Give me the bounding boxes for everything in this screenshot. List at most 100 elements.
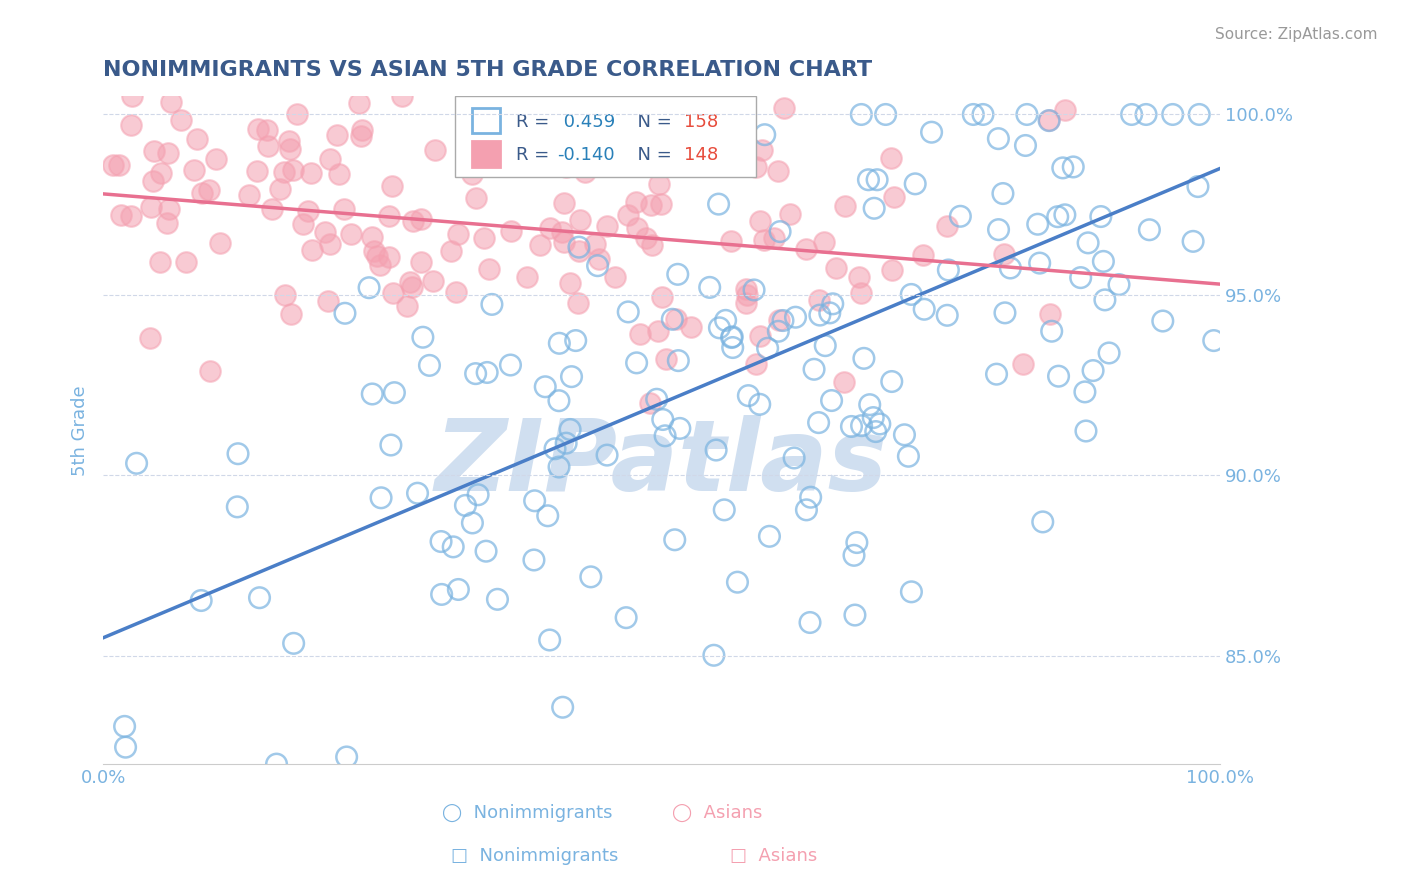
Text: □  Asians: □ Asians [730,847,817,865]
Point [336,750,359,764]
Point [423,143,446,157]
Point [174,254,197,268]
Point [1121,107,1143,121]
Point [852,351,875,366]
Point [1202,334,1225,348]
Point [352,123,374,137]
Text: -0.140: -0.140 [558,146,616,164]
Point [1047,369,1070,384]
Point [465,192,488,206]
Point [370,491,392,505]
Text: 0.459: 0.459 [558,112,614,131]
Point [157,202,180,216]
Point [361,387,384,401]
Point [537,508,560,523]
Point [1094,293,1116,307]
Point [472,231,495,245]
Point [645,392,668,407]
Point [401,280,423,294]
Point [742,283,765,297]
Point [120,118,142,132]
Point [114,740,136,755]
Point [785,310,807,325]
Point [281,162,304,177]
Point [858,172,880,186]
Point [666,268,689,282]
Point [474,153,496,168]
Point [568,240,591,254]
Point [548,460,571,475]
Point [461,168,484,182]
Text: 148: 148 [683,146,718,164]
Point [143,145,166,159]
Point [553,235,575,250]
Point [121,89,143,103]
Point [808,308,831,322]
Point [735,288,758,302]
Point [277,134,299,148]
Point [807,416,830,430]
Point [430,534,453,549]
Text: □  Nonimmigrants: □ Nonimmigrants [450,847,619,865]
Point [139,200,162,214]
Point [987,131,1010,145]
Point [616,139,638,153]
Point [859,398,882,412]
Point [1038,113,1060,128]
Point [588,252,610,267]
Point [299,166,322,180]
Point [110,208,132,222]
Point [720,234,742,248]
Point [1015,107,1038,121]
Point [648,178,671,192]
Point [1092,254,1115,268]
Point [246,164,269,178]
Point [748,397,770,411]
Point [568,213,591,227]
Point [297,204,319,219]
Point [748,328,770,343]
Point [1081,363,1104,377]
Point [366,249,388,263]
Point [273,288,295,302]
Point [283,636,305,650]
Point [845,535,868,549]
Point [596,219,619,233]
Point [478,262,501,277]
Point [409,212,432,227]
Point [820,393,842,408]
Point [564,334,586,348]
Point [447,582,470,597]
Point [912,248,935,262]
Text: N =: N = [626,112,678,131]
Point [754,233,776,247]
Point [380,438,402,452]
Point [664,533,686,547]
Point [208,235,231,250]
Point [548,336,571,351]
Point [1074,384,1097,399]
Point [904,177,927,191]
Point [721,341,744,355]
Text: ◯  Nonimmigrants: ◯ Nonimmigrants [441,805,613,822]
Point [418,359,440,373]
Point [882,262,904,277]
Point [103,158,125,172]
Point [912,302,935,317]
Point [745,161,768,175]
Point [751,144,773,158]
Point [851,107,873,121]
Point [551,225,574,239]
Point [834,199,856,213]
Point [768,324,790,338]
Point [475,366,498,380]
Point [617,305,640,319]
Point [832,375,855,389]
Point [464,367,486,381]
Point [186,132,208,146]
Point [314,225,336,239]
Point [481,297,503,311]
Point [773,101,796,115]
Point [863,201,886,215]
Point [108,158,131,172]
